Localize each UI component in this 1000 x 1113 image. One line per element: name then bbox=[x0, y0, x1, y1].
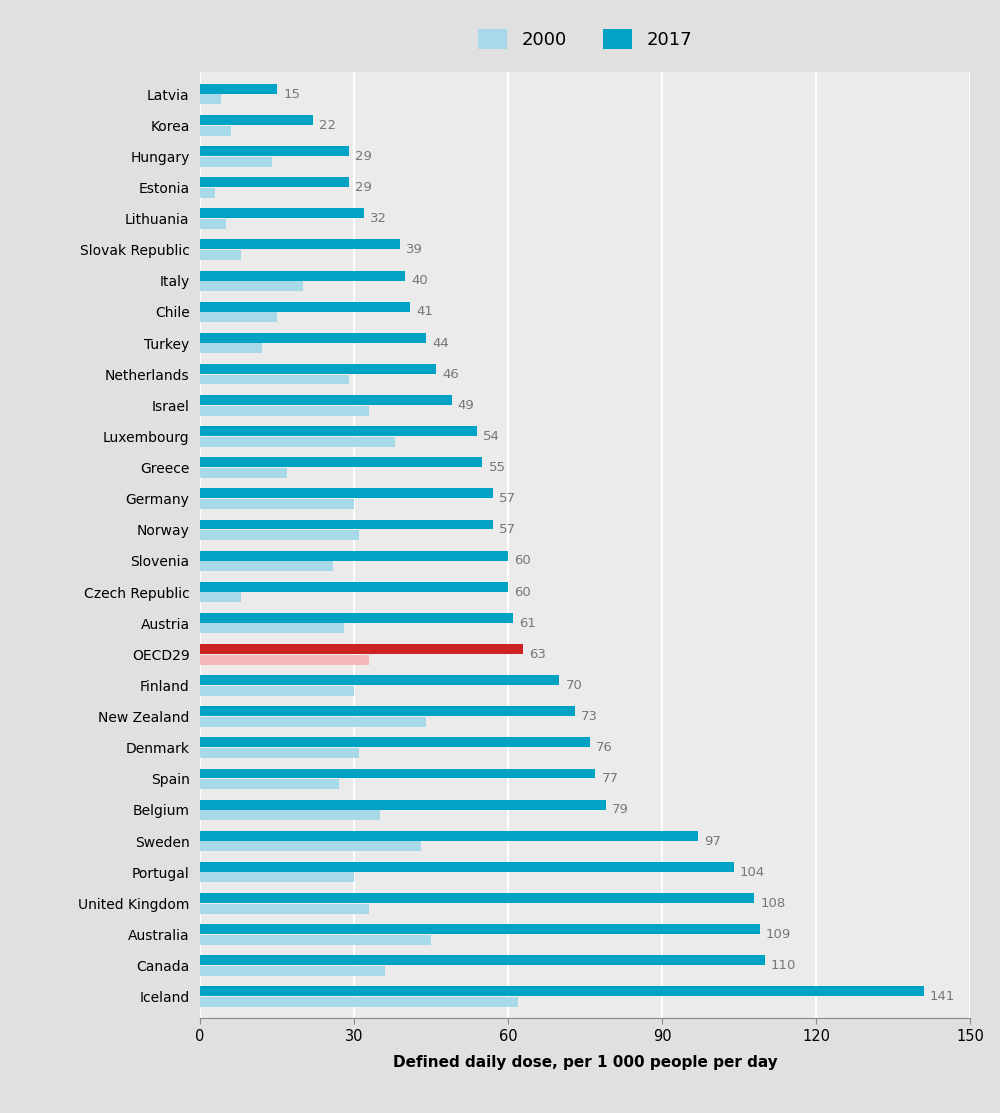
Text: 46: 46 bbox=[442, 367, 459, 381]
Text: 32: 32 bbox=[370, 213, 387, 225]
Bar bbox=[200, 457, 482, 467]
Text: 49: 49 bbox=[458, 398, 474, 412]
Text: 79: 79 bbox=[612, 804, 629, 817]
Bar bbox=[200, 426, 477, 436]
Text: 55: 55 bbox=[488, 461, 505, 474]
Bar bbox=[200, 344, 262, 353]
Bar bbox=[200, 208, 364, 218]
Bar bbox=[200, 935, 431, 945]
Text: 44: 44 bbox=[432, 336, 449, 349]
Bar bbox=[200, 467, 287, 477]
Bar bbox=[200, 748, 359, 758]
Bar bbox=[200, 530, 359, 540]
Bar bbox=[200, 768, 595, 778]
Text: 104: 104 bbox=[740, 866, 765, 878]
Bar bbox=[200, 364, 436, 374]
Bar bbox=[200, 188, 215, 198]
Text: 40: 40 bbox=[411, 274, 428, 287]
Text: 77: 77 bbox=[601, 772, 618, 786]
Bar bbox=[200, 374, 349, 384]
Bar bbox=[200, 83, 277, 93]
Bar bbox=[200, 250, 241, 260]
Text: 108: 108 bbox=[761, 897, 786, 909]
Bar bbox=[200, 779, 339, 789]
Bar bbox=[200, 997, 518, 1007]
Text: 29: 29 bbox=[355, 181, 372, 194]
Bar bbox=[200, 841, 421, 851]
Bar bbox=[200, 520, 493, 530]
Text: 15: 15 bbox=[283, 88, 300, 100]
Bar bbox=[200, 551, 508, 561]
Bar bbox=[200, 582, 508, 592]
Bar bbox=[200, 270, 405, 280]
Bar bbox=[200, 302, 410, 312]
Text: 57: 57 bbox=[499, 492, 516, 505]
Bar bbox=[200, 623, 344, 633]
Bar bbox=[200, 966, 385, 976]
Bar bbox=[200, 219, 226, 229]
X-axis label: Defined daily dose, per 1 000 people per day: Defined daily dose, per 1 000 people per… bbox=[393, 1055, 777, 1070]
Bar bbox=[200, 282, 303, 292]
Bar bbox=[200, 924, 760, 934]
Bar bbox=[200, 499, 354, 509]
Bar bbox=[200, 313, 277, 323]
Bar bbox=[200, 592, 241, 602]
Legend: 2000, 2017: 2000, 2017 bbox=[478, 29, 692, 49]
Bar bbox=[200, 676, 559, 686]
Bar bbox=[200, 333, 426, 343]
Text: 41: 41 bbox=[417, 305, 434, 318]
Bar bbox=[200, 395, 452, 405]
Text: 60: 60 bbox=[514, 554, 531, 568]
Text: 73: 73 bbox=[581, 710, 598, 723]
Bar bbox=[200, 893, 754, 903]
Text: 39: 39 bbox=[406, 244, 423, 256]
Bar bbox=[200, 955, 765, 965]
Bar bbox=[200, 613, 513, 623]
Text: 97: 97 bbox=[704, 835, 721, 847]
Text: 61: 61 bbox=[519, 617, 536, 630]
Text: 110: 110 bbox=[771, 959, 796, 972]
Bar bbox=[200, 904, 369, 914]
Bar bbox=[200, 654, 369, 664]
Text: 60: 60 bbox=[514, 585, 531, 599]
Bar bbox=[200, 239, 400, 249]
Bar bbox=[200, 986, 924, 996]
Text: 22: 22 bbox=[319, 119, 336, 131]
Bar bbox=[200, 177, 349, 187]
Bar bbox=[200, 707, 575, 717]
Bar bbox=[200, 157, 272, 167]
Bar bbox=[200, 489, 493, 499]
Bar bbox=[200, 146, 349, 156]
Bar bbox=[200, 115, 313, 125]
Bar bbox=[200, 861, 734, 871]
Text: 54: 54 bbox=[483, 430, 500, 443]
Bar bbox=[200, 126, 231, 136]
Bar bbox=[200, 799, 606, 809]
Text: 141: 141 bbox=[930, 991, 955, 1003]
Bar bbox=[200, 686, 354, 696]
Bar bbox=[200, 644, 523, 654]
Bar bbox=[200, 95, 221, 105]
Text: 70: 70 bbox=[565, 679, 582, 692]
Bar bbox=[200, 405, 369, 415]
Text: 57: 57 bbox=[499, 523, 516, 536]
Bar bbox=[200, 738, 590, 747]
Bar bbox=[200, 561, 333, 571]
Bar bbox=[200, 873, 354, 883]
Bar bbox=[200, 717, 426, 727]
Text: 109: 109 bbox=[766, 928, 791, 940]
Text: 63: 63 bbox=[530, 648, 546, 661]
Text: 76: 76 bbox=[596, 741, 613, 755]
Text: 29: 29 bbox=[355, 150, 372, 162]
Bar bbox=[200, 830, 698, 840]
Bar bbox=[200, 436, 395, 446]
Bar bbox=[200, 810, 380, 820]
